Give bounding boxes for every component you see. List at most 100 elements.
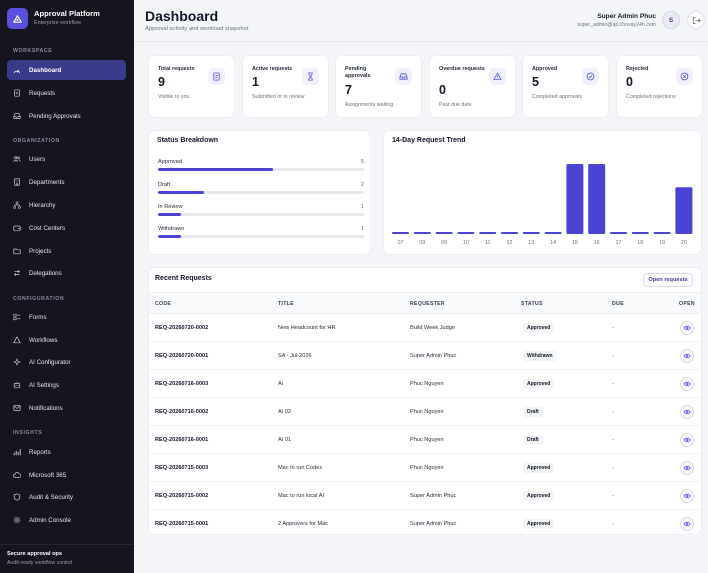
form-icon [13,313,21,321]
sidebar-item-dashboard[interactable]: Dashboard [7,60,126,80]
chart-x-tick-label: 09 [441,240,447,246]
sparkle-icon [13,358,21,366]
trend-chart: 07 08 09 10 11 12 13 14 15 16 17 18 19 20 [392,164,693,246]
sidebar-footer-title: Secure approval ops [7,551,63,557]
sidebar-item-projects[interactable]: Projects [7,241,126,261]
request-code: REQ-20260720-0001 [155,353,209,359]
sidebar-item-admin-console[interactable]: Admin Console [7,510,126,530]
stat-card-approved: Approved 5 Completed approvals [522,55,609,118]
logout-button[interactable] [687,11,705,29]
sidebar-item-reports[interactable]: Reports [7,442,126,462]
status-badge: Draft [523,407,543,417]
open-request-button[interactable] [680,489,694,503]
open-request-button[interactable] [680,377,694,391]
trend-chart-panel: 14-Day Request Trend 07 08 09 10 11 12 13 14 15 1… [383,130,702,255]
stat-icon-badge [676,68,693,85]
sidebar-item-cost-centers[interactable]: Cost Centers [7,218,126,238]
stat-card-overdue-requests: Overdue requests 0 Past due date [429,55,516,118]
sidebar-item-label: Admin Console [29,516,71,524]
open-request-button[interactable] [680,433,694,447]
sidebar-item-hierarchy[interactable]: Hierarchy [7,195,126,215]
chart-x-tick-label: 08 [419,240,425,246]
column-header-title: TITLE [278,301,294,307]
request-requester: Phuc Nguyen [410,409,444,415]
status-badge: Approved [523,519,555,529]
sidebar-item-workflows[interactable]: Workflows [7,330,126,350]
table-row[interactable]: REQ-20260716-0001 AI 01 Phuc Nguyen Draft - [149,426,701,454]
stat-icon-badge [489,68,506,85]
recent-requests-title: Recent Requests [155,275,212,282]
table-row[interactable]: REQ-20260720-0001 SA - Jul-2026 Super Admi… [149,342,701,370]
sidebar-item-pending-approvals[interactable]: Pending Approvals [7,106,126,126]
sidebar-item-ai-configurator[interactable]: AI Configurator [7,352,126,372]
chart-x-tick-label: 12 [507,240,513,246]
stat-card-rejected: Rejected 0 Completed rejections [616,55,703,118]
open-requests-button[interactable]: Open requests [643,273,693,287]
request-due: - [612,325,614,331]
stat-label: Rejected [626,66,649,72]
sidebar-item-label: Users [29,155,46,163]
table-header: CODE TITLE REQUESTER STATUS DUE OPEN [149,292,701,314]
stat-value: 0 [626,75,633,89]
table-row[interactable]: REQ-20260716-0002 AI 02 Phuc Nguyen Draft - [149,398,701,426]
table-row[interactable]: REQ-20260720-0002 New Headcount for HR Bui… [149,314,701,342]
sidebar-item-delegations[interactable]: Delegations [7,263,126,283]
sidebar-item-ai-settings[interactable]: AI Settings [7,375,126,395]
sidebar-item-requests[interactable]: Requests [7,83,126,103]
open-request-button[interactable] [680,349,694,363]
status-bar-fill [158,235,181,238]
request-title: AI 02 [278,409,292,415]
folder-icon [13,247,21,255]
table-row[interactable]: REQ-20260715-0001 2 Approvers for Mac Supe… [149,510,701,534]
table-row[interactable]: REQ-20260715-0002 Mac to run local AI Supe… [149,482,701,510]
sidebar-item-forms[interactable]: Forms [7,307,126,327]
chart-bar [675,187,693,234]
chart-bar [522,232,540,234]
request-due: - [612,437,614,443]
chart-x-tick-label: 17 [616,240,622,246]
sidebar-footer-subtitle: Audit-ready workflow control [7,560,73,566]
sidebar-item-users[interactable]: Users [7,149,126,169]
sidebar-item-label: Microsoft 365 [29,471,67,479]
sidebar-item-microsoft-365[interactable]: Microsoft 365 [7,465,126,485]
chart-bar [501,232,518,234]
open-request-button[interactable] [680,321,694,335]
request-title: AI 01 [278,437,292,443]
nav-section-label: CONFIGURATION [13,296,65,302]
x-circle-icon [680,68,689,86]
table-row[interactable]: REQ-20260715-0003 Mac to run Codex Phuc Ng… [149,454,701,482]
request-requester: Super Admin Phuc [410,521,457,527]
request-due: - [612,465,614,471]
status-breakdown-panel: Status Breakdown Approved 5 Draft 2 In Revie… [148,130,371,255]
request-due: - [612,493,614,499]
eye-icon [683,431,691,449]
sidebar-item-label: Forms [29,313,47,321]
warning-icon [493,68,502,86]
sidebar-item-departments[interactable]: Departments [7,172,126,192]
column-header-due: DUE [612,301,624,307]
eye-icon [683,347,691,365]
inbox-icon [13,112,21,120]
sidebar-item-label: Reports [29,448,51,456]
stat-card-active-requests: Active requests 1 Submitted or in review [242,55,329,118]
open-request-button[interactable] [680,517,694,531]
request-requester: Phuc Nguyen [410,465,444,471]
chart-x-tick-label: 20 [681,240,687,246]
chart-x-tick-label: 15 [572,240,578,246]
sidebar-item-notifications[interactable]: Notifications [7,398,126,418]
request-code: REQ-20260716-0003 [155,381,209,387]
brand[interactable]: Approval Platform Enterprise workflow [7,8,132,30]
request-title: Mac to run local AI [278,493,325,499]
open-request-button[interactable] [680,461,694,475]
building-icon [13,178,21,186]
sidebar-item-label: Dashboard [29,66,62,74]
request-requester: Phuc Nguyen [410,381,444,387]
chart-bar [588,164,606,234]
stat-icon-badge [208,68,225,85]
sidebar-item-label: Pending Approvals [29,112,81,120]
table-row[interactable]: REQ-20260716-0003 Ai Phuc Nguyen Approved - [149,370,701,398]
sidebar-item-audit-security[interactable]: Audit & Security [7,487,126,507]
stat-value: 1 [252,75,259,89]
avatar[interactable]: S [662,11,680,29]
open-request-button[interactable] [680,405,694,419]
